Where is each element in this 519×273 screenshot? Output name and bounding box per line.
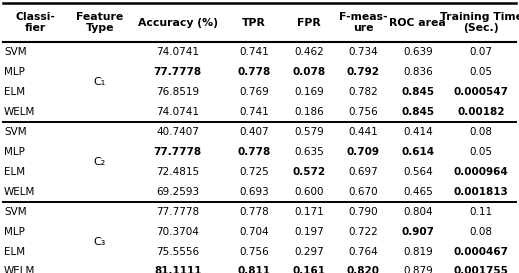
Text: ELM: ELM: [4, 247, 25, 257]
Text: WELM: WELM: [4, 266, 35, 273]
Text: 0.741: 0.741: [239, 47, 269, 57]
Text: 77.7778: 77.7778: [154, 147, 202, 157]
Text: ELM: ELM: [4, 87, 25, 97]
Text: SVM: SVM: [4, 47, 27, 57]
Text: WELM: WELM: [4, 107, 35, 117]
Text: 0.778: 0.778: [238, 67, 271, 77]
Text: 0.845: 0.845: [401, 107, 434, 117]
Text: 0.197: 0.197: [294, 227, 324, 237]
Text: TPR: TPR: [242, 17, 266, 28]
Text: SVM: SVM: [4, 127, 27, 137]
Text: 0.778: 0.778: [239, 207, 269, 217]
Text: 0.572: 0.572: [292, 167, 325, 177]
Text: C₃: C₃: [94, 237, 106, 247]
Text: 0.790: 0.790: [348, 207, 378, 217]
Text: 0.600: 0.600: [294, 187, 323, 197]
Text: 0.614: 0.614: [401, 147, 434, 157]
Text: Feature
Type: Feature Type: [76, 12, 124, 33]
Text: 0.639: 0.639: [403, 47, 433, 57]
Text: 0.564: 0.564: [403, 167, 433, 177]
Text: 0.907: 0.907: [401, 227, 434, 237]
Text: 0.08: 0.08: [470, 127, 493, 137]
Text: SVM: SVM: [4, 207, 27, 217]
Text: 0.08: 0.08: [470, 227, 493, 237]
Text: 0.741: 0.741: [239, 107, 269, 117]
Text: WELM: WELM: [4, 187, 35, 197]
Text: 0.756: 0.756: [348, 107, 378, 117]
Text: 0.441: 0.441: [348, 127, 378, 137]
Text: 0.820: 0.820: [347, 266, 380, 273]
Text: C₁: C₁: [94, 77, 106, 87]
Text: 77.7778: 77.7778: [154, 67, 202, 77]
Text: ROC area: ROC area: [389, 17, 446, 28]
Text: 0.697: 0.697: [348, 167, 378, 177]
Text: F-meas-
ure: F-meas- ure: [339, 12, 388, 33]
Text: 0.725: 0.725: [239, 167, 269, 177]
Text: MLP: MLP: [4, 227, 25, 237]
Text: 0.000467: 0.000467: [454, 247, 509, 257]
Text: Accuracy (%): Accuracy (%): [138, 17, 218, 28]
Text: MLP: MLP: [4, 147, 25, 157]
Text: 0.836: 0.836: [403, 67, 433, 77]
Text: 0.778: 0.778: [238, 147, 271, 157]
Text: 74.0741: 74.0741: [156, 47, 199, 57]
Text: 0.879: 0.879: [403, 266, 433, 273]
Text: 0.782: 0.782: [348, 87, 378, 97]
Text: 0.00182: 0.00182: [458, 107, 505, 117]
Text: 0.171: 0.171: [294, 207, 324, 217]
Text: 70.3704: 70.3704: [156, 227, 199, 237]
Text: 0.811: 0.811: [238, 266, 271, 273]
Text: 0.819: 0.819: [403, 247, 433, 257]
Text: 0.05: 0.05: [470, 67, 493, 77]
Text: 0.05: 0.05: [470, 147, 493, 157]
Text: 0.764: 0.764: [348, 247, 378, 257]
Text: 0.579: 0.579: [294, 127, 324, 137]
Text: 0.845: 0.845: [401, 87, 434, 97]
Text: 0.465: 0.465: [403, 187, 433, 197]
Text: 0.756: 0.756: [239, 247, 269, 257]
Text: 0.693: 0.693: [239, 187, 269, 197]
Text: 0.792: 0.792: [347, 67, 380, 77]
Text: 81.1111: 81.1111: [154, 266, 201, 273]
Text: 0.11: 0.11: [470, 207, 493, 217]
Text: ELM: ELM: [4, 167, 25, 177]
Text: 72.4815: 72.4815: [156, 167, 199, 177]
Text: 0.07: 0.07: [470, 47, 493, 57]
Text: 0.078: 0.078: [292, 67, 325, 77]
Text: 0.704: 0.704: [239, 227, 269, 237]
Text: 0.414: 0.414: [403, 127, 433, 137]
Text: 69.2593: 69.2593: [156, 187, 199, 197]
Text: 0.161: 0.161: [292, 266, 325, 273]
Text: 40.7407: 40.7407: [156, 127, 199, 137]
Text: 0.000547: 0.000547: [454, 87, 509, 97]
Text: C₂: C₂: [94, 157, 106, 167]
Text: 0.297: 0.297: [294, 247, 324, 257]
Text: 77.7778: 77.7778: [156, 207, 199, 217]
Text: 0.670: 0.670: [348, 187, 378, 197]
Text: 0.635: 0.635: [294, 147, 324, 157]
Text: 74.0741: 74.0741: [156, 107, 199, 117]
Text: 0.186: 0.186: [294, 107, 324, 117]
Text: Classi-
fier: Classi- fier: [15, 12, 55, 33]
Text: MLP: MLP: [4, 67, 25, 77]
Text: 0.001755: 0.001755: [454, 266, 509, 273]
Text: 0.722: 0.722: [348, 227, 378, 237]
Text: Training Time
(Sec.): Training Time (Sec.): [440, 12, 519, 33]
Text: 0.734: 0.734: [348, 47, 378, 57]
Text: FPR: FPR: [297, 17, 321, 28]
Text: 0.709: 0.709: [347, 147, 380, 157]
Text: 75.5556: 75.5556: [156, 247, 199, 257]
Text: 0.769: 0.769: [239, 87, 269, 97]
Text: 0.000964: 0.000964: [454, 167, 509, 177]
Text: 0.804: 0.804: [403, 207, 433, 217]
Text: 0.169: 0.169: [294, 87, 324, 97]
Text: 0.001813: 0.001813: [454, 187, 509, 197]
Text: 76.8519: 76.8519: [156, 87, 199, 97]
Text: 0.462: 0.462: [294, 47, 324, 57]
Text: 0.407: 0.407: [239, 127, 269, 137]
